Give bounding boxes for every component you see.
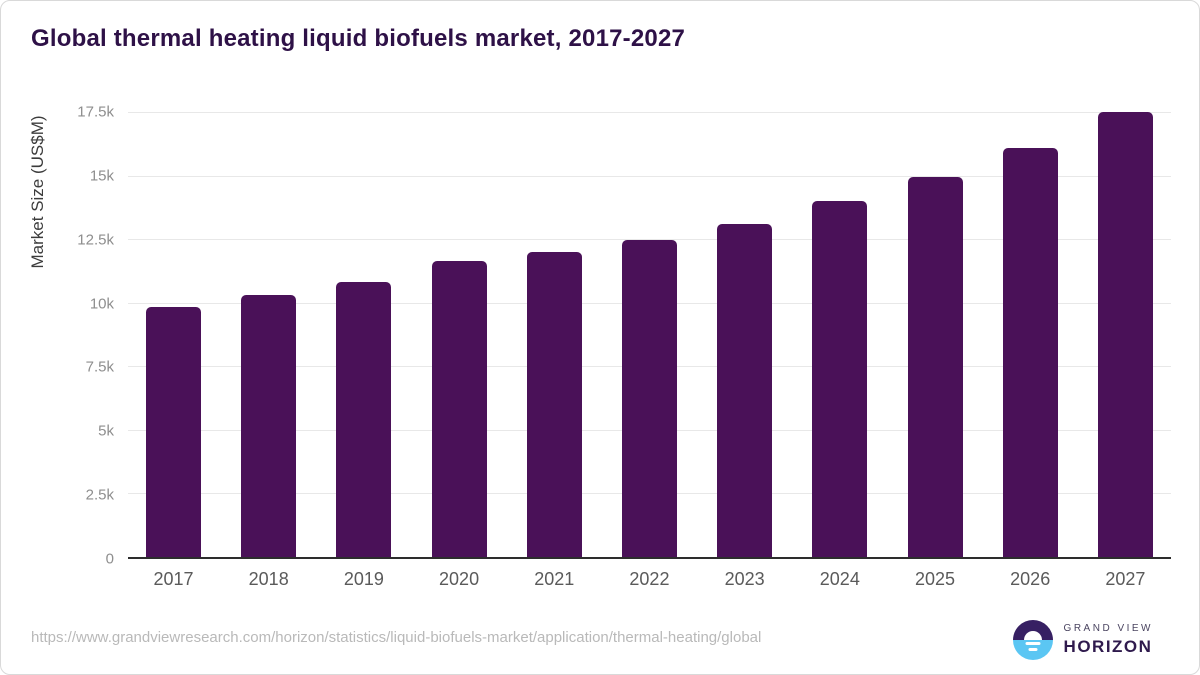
x-tick-label-2022: 2022 <box>629 569 670 589</box>
logo-reflection-line-1 <box>1025 642 1041 646</box>
bar-2017[interactable] <box>146 306 201 557</box>
gridline-15k <box>128 175 1171 177</box>
bar-2026[interactable] <box>1002 147 1058 557</box>
bar-2024[interactable] <box>812 201 868 557</box>
bar-column-2020: 2020 <box>431 112 487 589</box>
chart-title: Global thermal heating liquid biofuels m… <box>31 25 686 52</box>
brand-logo: GRAND VIEW HORIZON <box>1012 620 1153 660</box>
x-tick-label-2020: 2020 <box>439 569 480 589</box>
x-tick-label-2025: 2025 <box>914 569 956 589</box>
bar-2023[interactable] <box>717 223 773 557</box>
x-tick-label-2019: 2019 <box>343 569 384 589</box>
source-url: https://www.grandviewresearch.com/horizo… <box>31 629 762 646</box>
x-tick-label-2021: 2021 <box>534 569 575 589</box>
y-tick-label-0: 0 <box>105 550 114 568</box>
bar-column-2017: 2017 <box>146 112 201 589</box>
bar-column-2024: 2024 <box>812 112 868 589</box>
bar-column-2019: 2019 <box>336 112 392 589</box>
bar-2022[interactable] <box>621 240 677 557</box>
bar-column-2021: 2021 <box>526 112 582 589</box>
bar-2025[interactable] <box>907 176 963 557</box>
gridline-17.5k <box>128 112 1171 113</box>
y-axis-tick-labels: 17.5k 15k 12.5k 10k 7.5k 5k 2.5k 0 <box>1 104 114 568</box>
bar-2021[interactable] <box>526 251 582 557</box>
y-tick-label-10k: 10k <box>89 295 114 313</box>
x-tick-label-2018: 2018 <box>248 569 289 589</box>
plot-area: 2017 2018 2019 2020 2021 2022 2023 2024 2025 2026… <box>128 112 1171 589</box>
bar-column-2027: 2027 <box>1097 112 1153 589</box>
x-tick-label-2024: 2024 <box>819 569 860 589</box>
bar-2018[interactable] <box>241 295 297 557</box>
logo-sky-half <box>1012 620 1053 640</box>
y-tick-label-15k: 15k <box>89 167 114 185</box>
bar-column-2026: 2026 <box>1002 112 1058 589</box>
gridline-12.5k <box>128 239 1171 241</box>
bar-column-2018: 2018 <box>241 112 297 589</box>
x-tick-label-2026: 2026 <box>1010 569 1051 589</box>
x-tick-label-2017: 2017 <box>153 569 194 589</box>
bar-series: 2017 2018 2019 2020 2021 2022 2023 2024 2025 2026… <box>128 112 1171 589</box>
bar-column-2025: 2025 <box>907 112 963 589</box>
x-tick-label-2023: 2023 <box>724 569 765 589</box>
logo-brand-name: GRAND VIEW <box>1063 623 1153 635</box>
x-tick-label-2027: 2027 <box>1105 569 1146 589</box>
y-tick-label-5k: 5k <box>98 422 114 440</box>
logo-sun-arch <box>1023 631 1042 640</box>
y-tick-label-7.5k: 7.5k <box>85 358 114 376</box>
logo-reflection-line-2 <box>1028 648 1038 651</box>
bar-column-2023: 2023 <box>717 112 773 589</box>
bar-2020[interactable] <box>431 260 487 557</box>
bar-2027[interactable] <box>1097 112 1153 557</box>
bar-column-2022: 2022 <box>621 112 677 589</box>
logo-product-name: HORIZON <box>1063 636 1153 656</box>
logo-text: GRAND VIEW HORIZON <box>1064 623 1153 657</box>
y-tick-label-2.5k: 2.5k <box>85 486 114 504</box>
y-tick-label-12.5k: 12.5k <box>77 231 114 249</box>
grand-view-horizon-icon <box>1012 620 1053 660</box>
bar-2019[interactable] <box>336 282 392 557</box>
y-tick-label-17.5k: 17.5k <box>77 103 114 121</box>
